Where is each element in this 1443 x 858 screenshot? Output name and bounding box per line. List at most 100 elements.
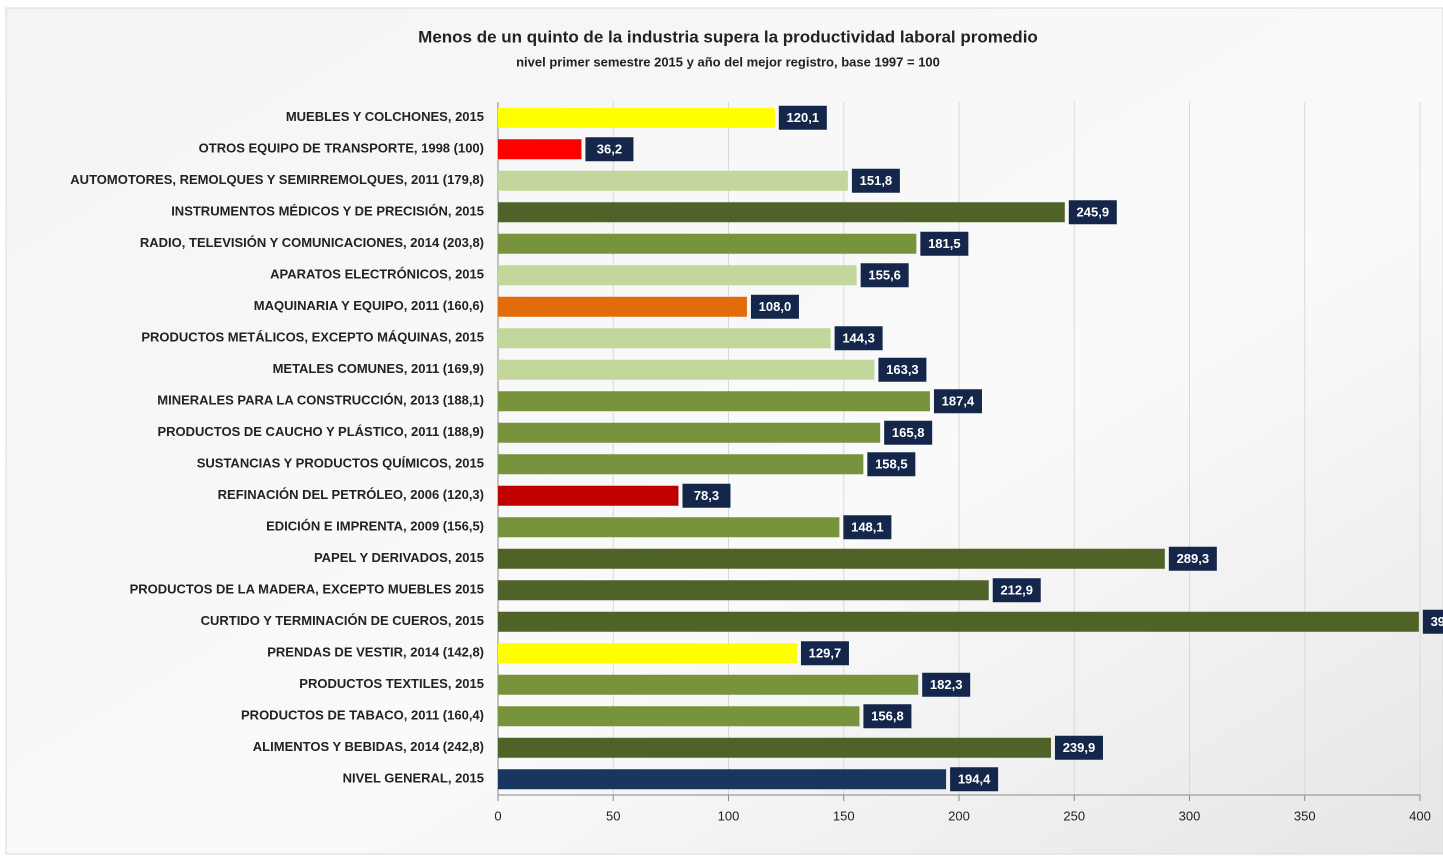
y-tick-label: METALES COMUNES, 2011 (169,9) [273, 361, 484, 376]
value-label-box [1068, 200, 1117, 225]
y-tick-label: PAPEL Y DERIVADOS, 2015 [314, 550, 484, 565]
bar [498, 737, 1051, 758]
x-tick-label: 350 [1294, 808, 1316, 823]
value-label-box [992, 578, 1041, 603]
value-label: 151,8 [860, 173, 893, 188]
value-label: 129,7 [809, 646, 842, 661]
bar [498, 674, 919, 695]
value-label-box [585, 137, 634, 162]
x-tick-label: 100 [718, 808, 740, 823]
bar [498, 548, 1165, 569]
bar [498, 643, 797, 664]
y-tick-label: PRENDAS DE VESTIR, 2014 (142,8) [267, 645, 484, 660]
value-label-box [1054, 735, 1103, 760]
y-tick-label: INSTRUMENTOS MÉDICOS Y DE PRECISIÓN, 201… [171, 204, 484, 219]
y-tick-label: AUTOMOTORES, REMOLQUES Y SEMIRREMOLQUES,… [70, 172, 484, 187]
y-tick-label: PRODUCTOS DE LA MADERA, EXCEPTO MUEBLES … [130, 582, 484, 597]
value-label: 212,9 [1000, 583, 1033, 598]
y-tick-label: CURTIDO Y TERMINACIÓN DE CUEROS, 2015 [201, 613, 484, 628]
bar [498, 139, 582, 160]
value-label: 182,3 [930, 677, 963, 692]
value-label-box [750, 294, 799, 319]
value-label-box [851, 168, 900, 193]
value-label-box [950, 767, 999, 792]
value-label: 165,8 [892, 425, 925, 440]
chart-title: Menos de un quinto de la industria super… [418, 27, 1038, 46]
y-tick-label: ALIMENTOS Y BEBIDAS, 2014 (242,8) [253, 739, 484, 754]
x-tick-label: 400 [1409, 808, 1431, 823]
bar [498, 359, 875, 380]
value-label: 187,4 [942, 394, 975, 409]
value-label-box [922, 672, 971, 697]
value-label: 148,1 [851, 520, 884, 535]
bar [498, 391, 930, 412]
value-label: 158,5 [875, 457, 908, 472]
value-label-box [834, 326, 883, 351]
x-tick-label: 200 [948, 808, 970, 823]
value-label-box [860, 263, 909, 288]
bar [498, 328, 831, 349]
y-tick-label: PRODUCTOS DE TABACO, 2011 (160,4) [241, 708, 484, 723]
y-tick-label: RADIO, TELEVISIÓN Y COMUNICACIONES, 2014… [140, 235, 484, 250]
value-label-box [867, 452, 916, 477]
value-label-box [1168, 546, 1217, 571]
y-tick-label: APARATOS ELECTRÓNICOS, 2015 [270, 267, 484, 282]
bar [498, 170, 848, 191]
y-tick-label: EDICIÓN E IMPRENTA, 2009 (156,5) [266, 519, 484, 534]
x-tick-label: 250 [1063, 808, 1085, 823]
value-label: 120,1 [787, 110, 820, 125]
value-label: 144,3 [842, 331, 875, 346]
chart-subtitle: nivel primer semestre 2015 y año del mej… [516, 54, 940, 69]
y-tick-label: PRODUCTOS METÁLICOS, EXCEPTO MÁQUINAS, 2… [141, 330, 484, 345]
value-label: 399,5 [1431, 614, 1443, 629]
value-label-box [682, 483, 731, 508]
bar [498, 107, 775, 128]
value-label-box [884, 420, 933, 445]
bar [498, 485, 679, 506]
value-label-box [933, 389, 982, 414]
bar [498, 517, 840, 538]
value-label: 163,3 [886, 362, 919, 377]
value-label-box [800, 641, 849, 666]
y-tick-label: NIVEL GENERAL, 2015 [343, 771, 484, 786]
x-tick-label: 150 [833, 808, 855, 823]
value-label: 78,3 [694, 488, 719, 503]
bar [498, 706, 860, 727]
value-label: 245,9 [1077, 205, 1110, 220]
value-label: 181,5 [928, 236, 961, 251]
y-tick-label: MUEBLES Y COLCHONES, 2015 [286, 109, 484, 124]
bar [498, 202, 1065, 223]
value-label: 36,2 [597, 142, 622, 157]
bar [498, 233, 917, 254]
value-label-box [843, 515, 892, 540]
value-label: 194,4 [958, 772, 991, 787]
x-tick-label: 0 [494, 808, 501, 823]
value-label-box [920, 231, 969, 256]
bar [498, 265, 857, 286]
bar [498, 454, 864, 475]
y-tick-label: MINERALES PARA LA CONSTRUCCIÓN, 2013 (18… [157, 393, 484, 408]
y-tick-label: REFINACIÓN DEL PETRÓLEO, 2006 (120,3) [218, 487, 484, 502]
value-label: 155,6 [868, 268, 901, 283]
x-tick-label: 300 [1179, 808, 1201, 823]
bar [498, 580, 989, 601]
y-tick-label: SUSTANCIAS Y PRODUCTOS QUÍMICOS, 2015 [197, 456, 484, 471]
value-label-box [1422, 609, 1443, 634]
x-tick-label: 50 [606, 808, 620, 823]
bar [498, 769, 947, 790]
bar [498, 611, 1419, 632]
value-label: 239,9 [1063, 740, 1096, 755]
y-tick-label: MAQUINARIA Y EQUIPO, 2011 (160,6) [254, 298, 484, 313]
value-label: 289,3 [1177, 551, 1210, 566]
value-label: 156,8 [871, 709, 904, 724]
value-label-box [878, 357, 927, 382]
value-label: 108,0 [759, 299, 792, 314]
y-tick-label: PRODUCTOS DE CAUCHO Y PLÁSTICO, 2011 (18… [157, 424, 484, 439]
bar [498, 296, 747, 317]
value-label-box [863, 704, 912, 729]
value-label-box [778, 105, 827, 130]
y-tick-label: PRODUCTOS TEXTILES, 2015 [299, 676, 484, 691]
bar [498, 422, 881, 443]
y-tick-label: OTROS EQUIPO DE TRANSPORTE, 1998 (100) [199, 141, 484, 156]
